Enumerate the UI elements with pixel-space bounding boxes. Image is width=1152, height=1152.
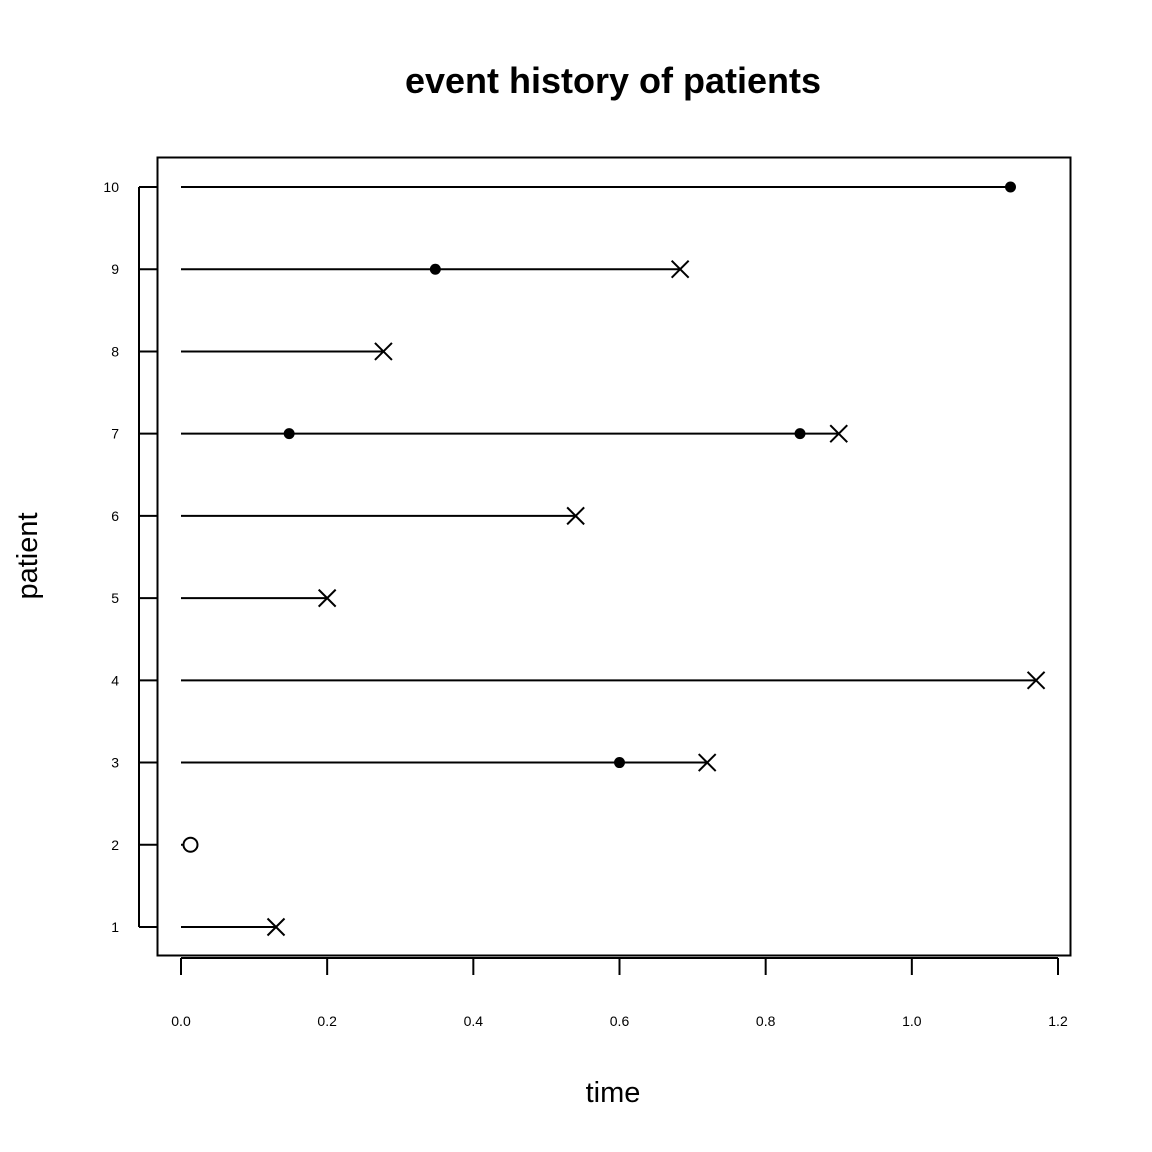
cross-stroke — [670, 260, 690, 279]
x-tick-label: 1.2 — [1048, 1013, 1068, 1029]
plot-frame — [156, 156, 1072, 957]
x-tick-label: 0.4 — [464, 1013, 484, 1029]
patient-10-history — [181, 181, 1016, 193]
x-axis-label: time — [586, 1077, 641, 1109]
cross-stroke — [697, 753, 717, 772]
patient-7-history — [181, 424, 848, 443]
end-cross-marker — [670, 260, 690, 279]
chart-title: event history of patients — [405, 60, 821, 101]
cross-stroke — [829, 424, 848, 443]
patient-8-history — [181, 342, 393, 361]
cross-stroke — [266, 917, 286, 937]
y-axis: 1 2 3 4 5 6 7 8 9 10 — [103, 179, 157, 935]
event-dot — [283, 428, 295, 440]
patient-6-history — [181, 506, 585, 526]
patient-9-history — [181, 260, 690, 279]
y-tick-label: 7 — [111, 426, 119, 442]
x-tick-label: 1.0 — [902, 1013, 922, 1029]
end-cross-marker — [317, 588, 337, 608]
y-tick-label: 10 — [103, 179, 119, 195]
end-cross-marker — [829, 424, 848, 443]
patient-2-history — [181, 836, 199, 853]
cross-stroke — [566, 506, 585, 526]
y-axis-label: patient — [12, 512, 44, 599]
y-tick-label: 4 — [111, 672, 119, 688]
patient-4-history — [181, 671, 1046, 690]
patient-5-history — [181, 588, 337, 608]
event-dot — [794, 428, 806, 440]
x-tick-label: 0.2 — [317, 1013, 337, 1029]
x-tick-label: 0.0 — [171, 1013, 191, 1029]
patient-series — [181, 181, 1046, 937]
cross-stroke — [374, 342, 393, 361]
event-dot — [429, 263, 441, 275]
end-circle-marker — [182, 836, 199, 853]
patient-3-history — [181, 753, 717, 772]
y-tick-label: 9 — [111, 261, 119, 277]
patient-1-history — [181, 917, 286, 937]
y-tick-label: 1 — [111, 919, 119, 935]
cross-stroke — [317, 588, 337, 608]
end-cross-marker — [697, 753, 717, 772]
y-tick-label: 6 — [111, 508, 119, 524]
y-tick-label: 3 — [111, 755, 119, 771]
y-tick-label: 8 — [111, 343, 119, 359]
x-tick-label: 0.6 — [610, 1013, 630, 1029]
end-dot-marker — [1004, 181, 1016, 193]
event-dot — [614, 757, 625, 769]
cross-stroke — [1026, 671, 1046, 690]
y-tick-label: 2 — [111, 837, 119, 853]
end-cross-marker — [1026, 671, 1046, 690]
x-axis: 0.0 0.2 0.4 0.6 0.8 1.0 1.2 — [171, 957, 1068, 1029]
end-cross-marker — [374, 342, 393, 361]
y-tick-label: 5 — [111, 590, 119, 606]
end-cross-marker — [566, 506, 585, 526]
end-cross-marker — [266, 917, 286, 937]
x-tick-label: 0.8 — [756, 1013, 776, 1029]
